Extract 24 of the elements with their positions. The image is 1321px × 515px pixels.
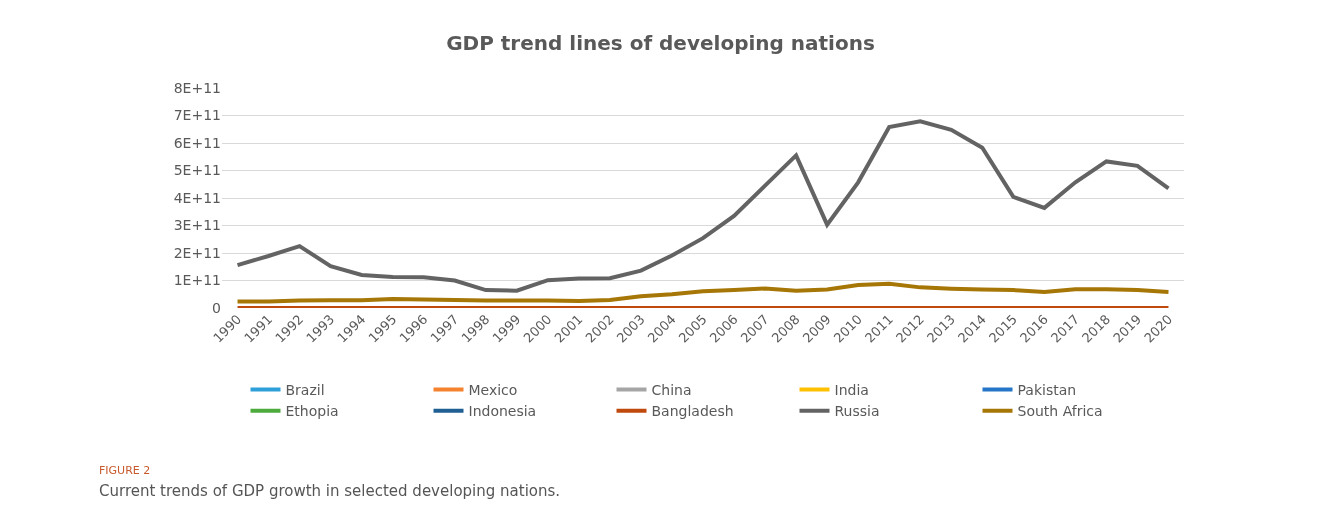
legend-label: Bangladesh — [651, 403, 734, 420]
legend-label: Mexico — [468, 382, 518, 399]
legend-label: Pakistan — [1017, 382, 1077, 399]
legend-label: Russia — [834, 403, 880, 420]
y-tick-label: 3E+11 — [173, 217, 221, 234]
chart-title: GDP trend lines of developing nations — [446, 31, 875, 56]
line-series — [235, 119, 1171, 293]
y-tick-label: 1E+11 — [173, 272, 221, 289]
text: Current trends of GDP growth in selected developing nations. — [99, 482, 561, 500]
legend-label: South Africa — [1017, 403, 1103, 420]
y-tick-label: 7E+11 — [173, 107, 221, 124]
y-tick-label: 6E+11 — [173, 134, 221, 151]
y-tick-label: 0 — [212, 299, 221, 316]
legend-label: Ethopia — [285, 403, 339, 420]
y-tick-label: 2E+11 — [173, 244, 221, 261]
line-series — [235, 281, 1171, 304]
legend-label: China — [651, 382, 692, 399]
legend-label: Brazil — [285, 382, 325, 399]
y-tick-label: 8E+11 — [173, 79, 221, 96]
y-tick-label: 4E+11 — [173, 189, 221, 206]
y-tick-label: 5E+11 — [173, 162, 221, 179]
legend-label: Indonesia — [468, 403, 537, 420]
caption: FIGURE 2 — [99, 464, 151, 477]
legend-label: India — [834, 382, 869, 399]
